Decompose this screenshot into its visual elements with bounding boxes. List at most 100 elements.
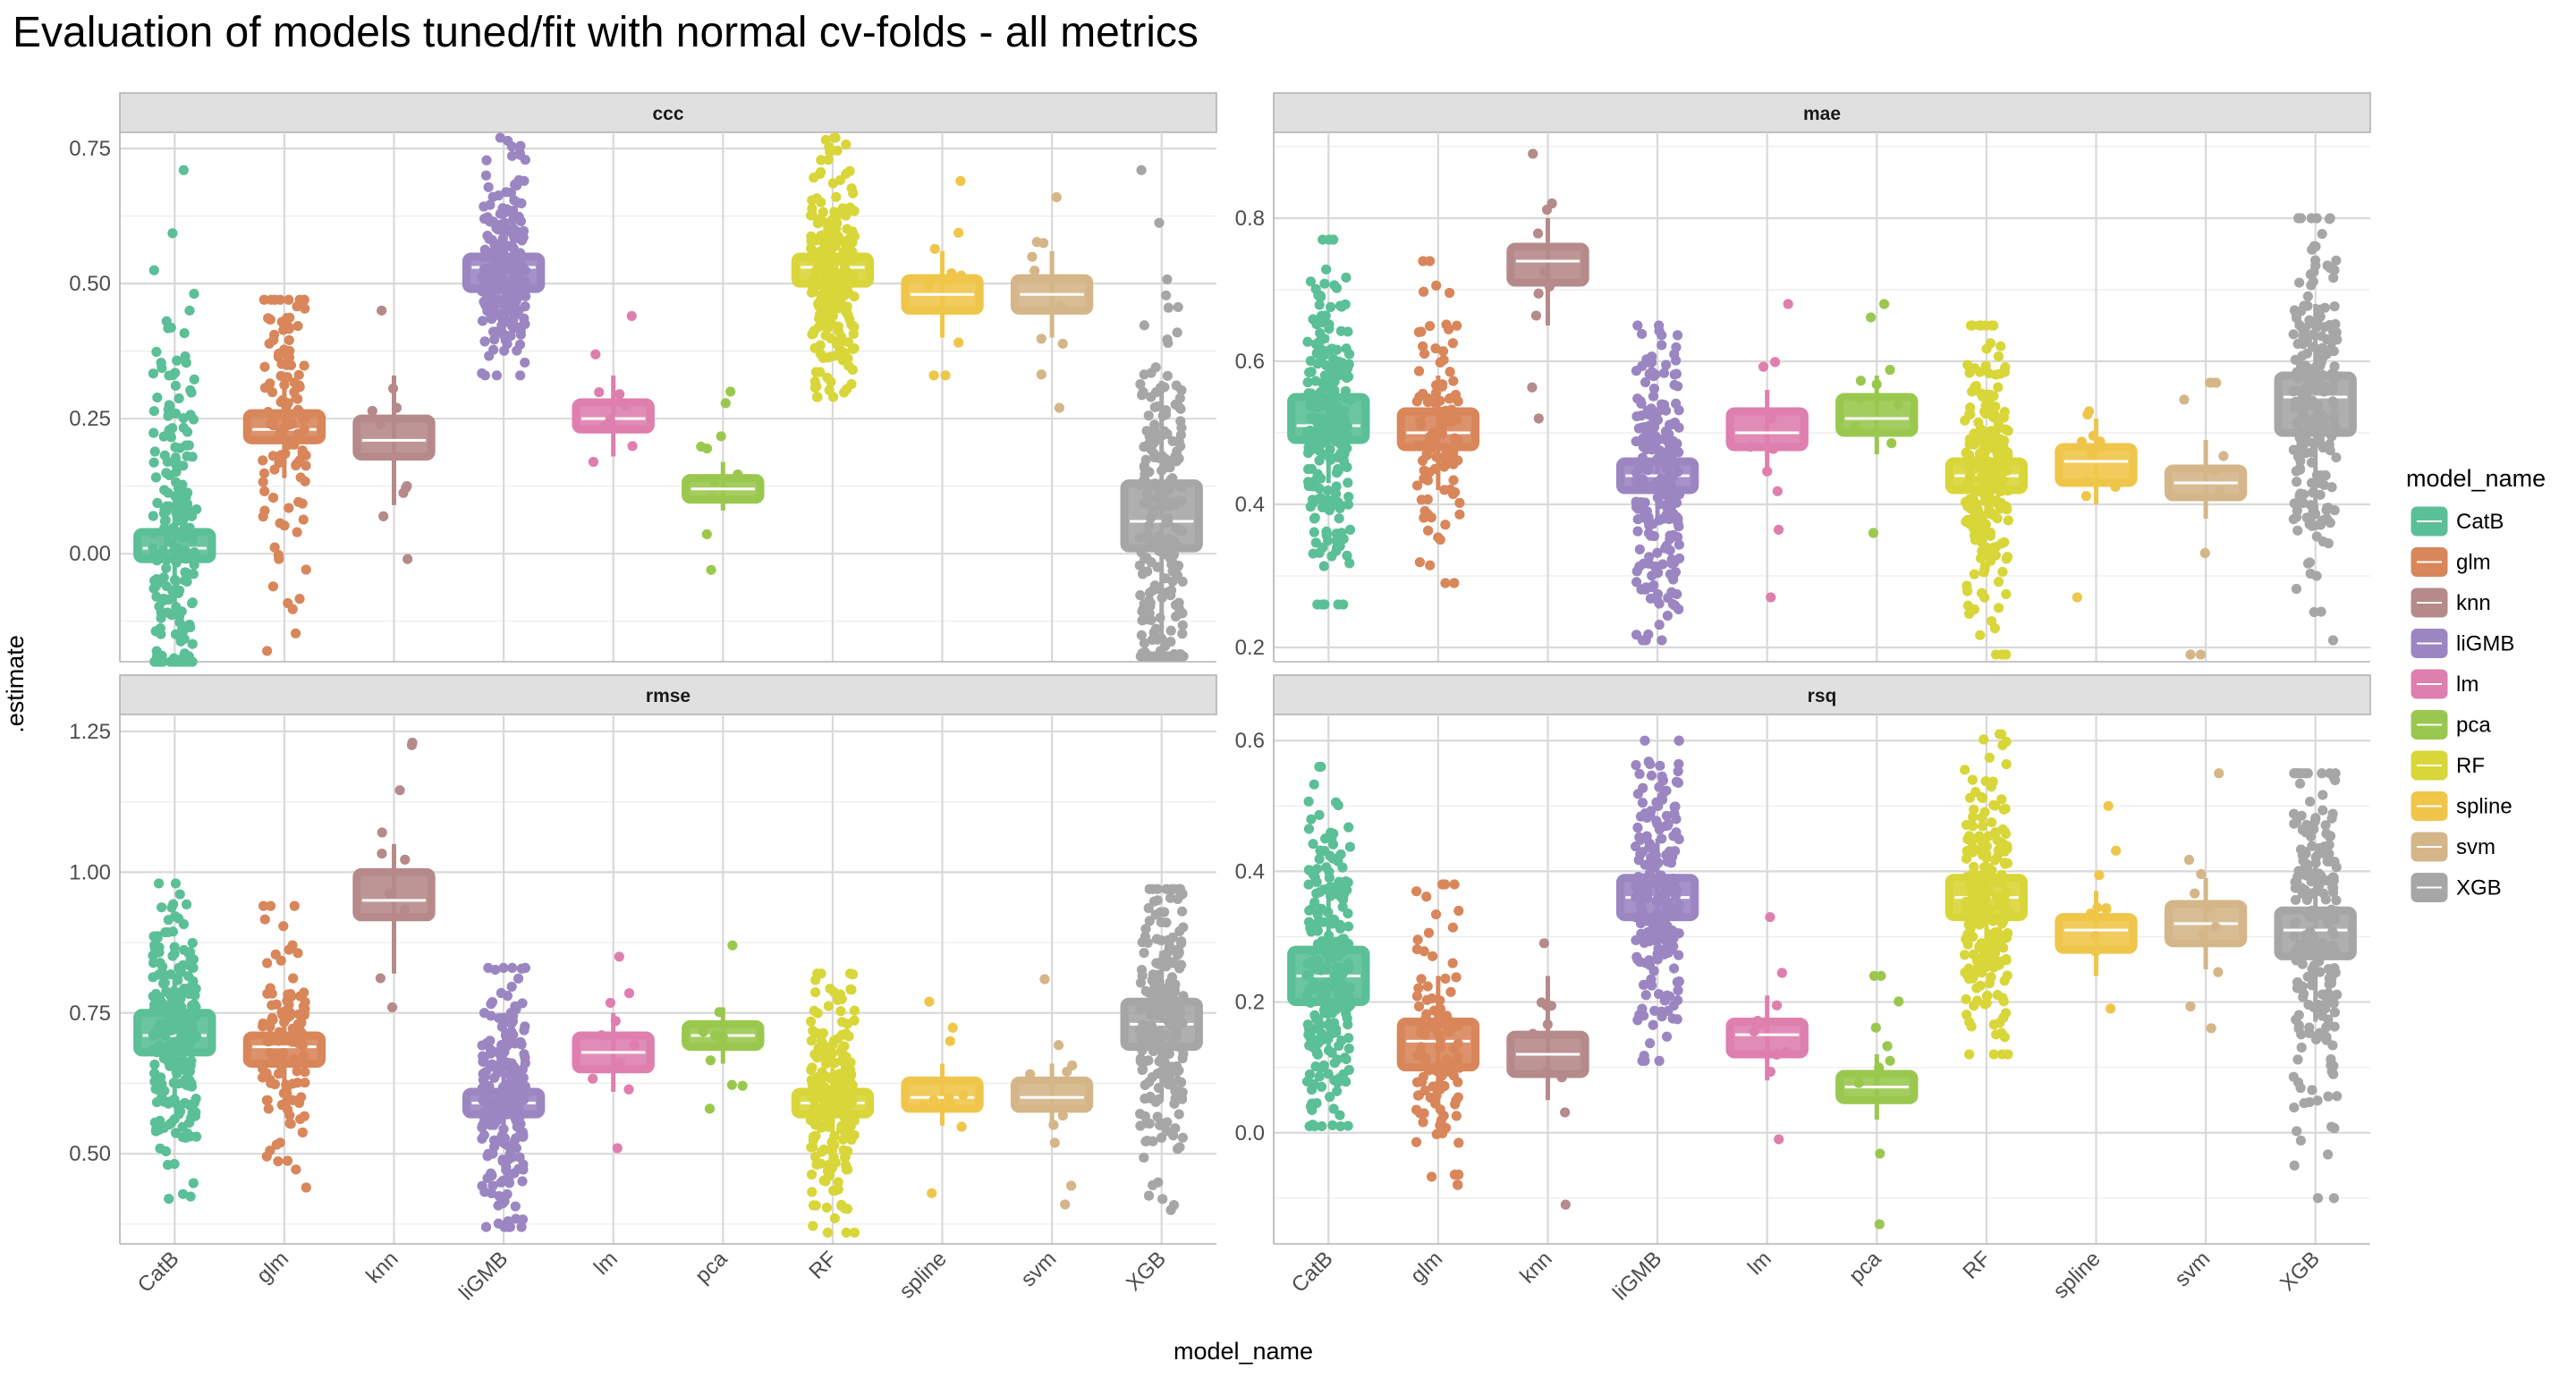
data-point (1314, 1071, 1325, 1082)
data-point (1965, 320, 1977, 331)
data-point (498, 1012, 509, 1023)
legend-label: spline (2456, 795, 2512, 819)
facet-strip-mae (1273, 92, 2371, 133)
data-point (1302, 336, 1313, 347)
data-point (1066, 1180, 1077, 1191)
data-point (174, 504, 185, 515)
data-point (2001, 588, 2012, 600)
data-point (400, 854, 411, 865)
data-point (1146, 1009, 1157, 1020)
data-point (181, 899, 192, 909)
data-point (1674, 521, 1684, 532)
data-point (1310, 339, 1321, 350)
data-point (2324, 856, 2334, 867)
data-point (1152, 562, 1163, 572)
data-point (1637, 904, 1648, 915)
data-point (1415, 419, 1427, 431)
data-point (1326, 981, 1336, 992)
data-point (1143, 1028, 1155, 1039)
data-point (2001, 649, 2012, 660)
data-point (1158, 907, 1170, 917)
data-point (1964, 1049, 1975, 1060)
data-point (1641, 892, 1653, 903)
data-point (188, 1178, 199, 1188)
data-point (177, 532, 188, 544)
data-point (499, 1222, 510, 1232)
data-point (1994, 729, 2005, 740)
data-point (1329, 376, 1340, 387)
data-point (1338, 942, 1349, 953)
legend-label: pca (2456, 714, 2491, 738)
data-point (484, 351, 495, 361)
data-point (1160, 588, 1171, 598)
data-point (1673, 908, 1683, 918)
data-point (2323, 1149, 2334, 1160)
data-point (1445, 986, 1456, 997)
data-point (273, 550, 284, 561)
data-point (2288, 386, 2299, 397)
data-point (384, 888, 395, 899)
data-point (1453, 905, 1464, 917)
data-point (2306, 478, 2318, 488)
data-point (956, 270, 967, 281)
data-point (293, 369, 304, 380)
data-point (612, 1143, 623, 1154)
data-point (284, 294, 294, 305)
data-point (2190, 888, 2200, 899)
x-tick-label: pca (1844, 1247, 1886, 1289)
data-point (282, 372, 292, 383)
data-point (1323, 930, 1335, 941)
data-point (1635, 913, 1647, 924)
data-point (1642, 926, 1653, 938)
data-point (1173, 950, 1183, 960)
data-point (1439, 450, 1451, 461)
data-point (588, 456, 599, 468)
data-point (267, 387, 278, 398)
data-point (2314, 478, 2325, 488)
data-point (2290, 402, 2301, 413)
box-RF (1945, 320, 2029, 660)
data-point (2291, 894, 2301, 905)
data-point (274, 458, 284, 469)
data-point (1144, 916, 1155, 926)
data-point (377, 827, 387, 838)
data-point (158, 1096, 169, 1107)
data-point (1343, 822, 1354, 833)
data-point (399, 904, 411, 915)
data-point (2294, 319, 2305, 331)
data-point (1672, 1014, 1682, 1025)
data-point (848, 188, 859, 199)
data-point (1528, 1028, 1538, 1039)
data-point (1664, 856, 1674, 867)
data-point (1996, 341, 2006, 351)
data-point (1423, 927, 1435, 938)
data-point (1301, 1076, 1313, 1087)
data-point (623, 1084, 634, 1095)
data-point (846, 1069, 857, 1080)
data-point (1657, 635, 1667, 646)
facet-strip-rsq (1273, 674, 2371, 715)
data-point (490, 256, 501, 266)
data-point (502, 1109, 513, 1120)
data-point (1315, 886, 1326, 898)
data-point (1658, 513, 1669, 524)
data-point (2328, 273, 2339, 283)
data-point (505, 187, 517, 199)
box-XGB (1120, 883, 1203, 1215)
data-point (482, 1096, 493, 1107)
data-point (152, 392, 163, 403)
data-point (174, 889, 185, 900)
data-point (489, 334, 500, 345)
data-point (1999, 367, 2011, 377)
data-point (1321, 939, 1333, 950)
data-point (488, 1135, 500, 1146)
data-point (301, 1182, 311, 1193)
data-point (2210, 465, 2221, 477)
data-point (806, 1064, 817, 1076)
data-point (1311, 876, 1322, 888)
data-point (2328, 887, 2339, 898)
data-point (845, 246, 857, 257)
data-point (1149, 402, 1160, 413)
data-point (1139, 498, 1150, 509)
data-point (1169, 986, 1180, 997)
